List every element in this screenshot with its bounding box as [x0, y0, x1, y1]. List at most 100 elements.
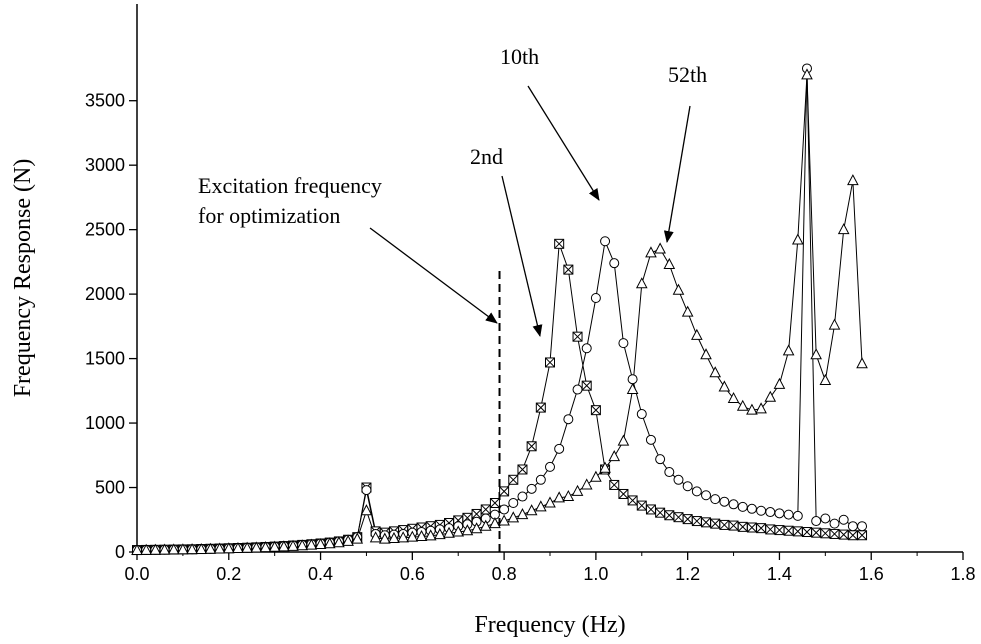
arrow: [369, 227, 498, 324]
marker-triangle: [415, 529, 428, 542]
arrow: [663, 105, 691, 243]
annotation: 52th: [668, 62, 707, 87]
marker-circle: [545, 461, 555, 472]
marker: [710, 494, 721, 505]
x-tick-label: 1.2: [675, 564, 700, 584]
marker: [764, 390, 777, 402]
marker-circle: [508, 498, 519, 509]
marker-triangle: [801, 68, 813, 80]
marker: [158, 543, 171, 555]
marker-circle: [710, 494, 721, 505]
marker-triangle: [626, 382, 639, 395]
marker-triangle: [856, 357, 868, 369]
marker: [232, 541, 244, 554]
marker-circle: [526, 483, 537, 494]
marker: [378, 532, 391, 544]
marker: [195, 542, 208, 555]
marker-cross: [526, 441, 537, 452]
marker-triangle: [525, 504, 538, 516]
marker-triangle: [241, 541, 253, 553]
marker: [774, 525, 785, 536]
marker-circle: [627, 374, 638, 385]
x-tick-label: 1.4: [767, 564, 792, 584]
marker-cross: [747, 522, 757, 533]
marker-circle: [572, 384, 583, 395]
marker-triangle: [663, 257, 676, 269]
marker-triangle: [268, 540, 281, 552]
marker-cross: [719, 520, 730, 530]
marker: [599, 461, 611, 473]
y-tick-label: 1000: [85, 413, 125, 433]
marker: [847, 174, 859, 186]
marker-circle: [756, 505, 767, 516]
marker-triangle: [736, 399, 749, 411]
marker-triangle: [782, 344, 795, 356]
marker: [525, 504, 538, 516]
marker-triangle: [158, 543, 171, 555]
marker: [719, 519, 730, 530]
marker-triangle: [590, 470, 602, 482]
marker: [580, 478, 593, 490]
marker: [508, 474, 519, 485]
marker: [204, 542, 217, 554]
marker-triangle: [452, 525, 465, 537]
marker: [590, 470, 602, 482]
series-line: [136, 68, 863, 551]
marker: [828, 318, 841, 330]
marker-triangle: [727, 391, 740, 404]
marker: [516, 508, 529, 520]
marker-triangle: [296, 539, 309, 551]
marker-circle: [590, 292, 601, 303]
marker-cross: [857, 530, 867, 541]
arrow: [501, 175, 543, 337]
marker: [783, 509, 794, 520]
marker-cross: [701, 517, 711, 528]
marker-cross: [765, 524, 776, 535]
marker: [701, 517, 712, 528]
marker: [342, 534, 354, 546]
marker: [415, 529, 428, 542]
marker: [489, 517, 501, 529]
marker: [627, 495, 638, 506]
marker: [131, 543, 143, 555]
marker-cross: [563, 264, 574, 275]
marker: [756, 523, 767, 534]
marker-circle: [719, 496, 730, 507]
marker: [563, 264, 574, 275]
marker: [499, 486, 510, 497]
marker: [654, 242, 666, 254]
marker-triangle: [718, 380, 731, 392]
marker: [792, 526, 803, 537]
marker-triangle: [195, 542, 208, 555]
x-tick-label: 1.8: [950, 564, 975, 584]
y-tick-label: 1500: [85, 349, 125, 369]
marker: [323, 537, 336, 549]
marker-triangle: [534, 500, 547, 512]
marker-triangle: [709, 366, 722, 378]
marker-cross: [664, 510, 675, 521]
x-axis-label: Frequency (Hz): [474, 612, 625, 638]
marker: [314, 537, 327, 550]
marker: [664, 467, 675, 478]
marker-cross: [636, 500, 647, 511]
marker-circle: [838, 514, 849, 525]
marker-circle: [581, 343, 592, 354]
marker: [857, 521, 868, 532]
marker-triangle: [406, 530, 419, 542]
marker-triangle: [461, 524, 474, 536]
marker: [618, 488, 629, 499]
marker: [517, 491, 528, 502]
marker-circle: [737, 501, 748, 512]
marker-cross: [848, 530, 858, 541]
annotation: Excitation frequency: [198, 173, 382, 198]
marker: [856, 357, 868, 369]
marker-cross: [517, 464, 528, 475]
marker: [361, 485, 372, 496]
marker-cross: [691, 516, 702, 526]
marker: [600, 236, 611, 247]
marker-circle: [847, 521, 858, 532]
marker-circle: [664, 467, 675, 478]
marker-triangle: [186, 543, 198, 555]
marker-triangle: [681, 305, 694, 317]
marker: [278, 540, 290, 552]
